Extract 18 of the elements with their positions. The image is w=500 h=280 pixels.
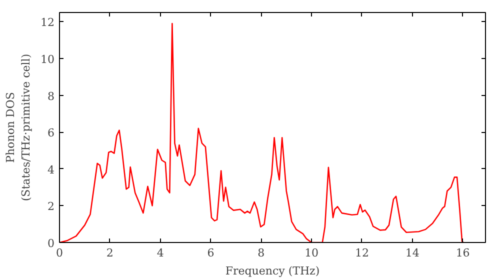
- x-tick-label: 4: [156, 246, 164, 260]
- x-tick-label: 10: [304, 246, 319, 260]
- y-tick-label: 12: [40, 16, 55, 30]
- x-tick-label: 8: [258, 246, 265, 260]
- y-tick-label: 10: [40, 53, 55, 66]
- x-tick-label: 0: [56, 246, 63, 260]
- x-tick-label: 2: [106, 246, 114, 260]
- y-tick-label: 0: [48, 237, 54, 250]
- x-tick-label: 16: [456, 246, 470, 260]
- y-tick-label: 4: [48, 163, 54, 176]
- y-tick-label: 2: [48, 200, 54, 214]
- y-axis-title: Phonon DOS (States/THz·primitive cell): [4, 54, 33, 202]
- x-tick-label: 6: [207, 246, 214, 260]
- x-axis-title: Frequency (THz): [225, 264, 320, 278]
- x-tick-label: 12: [354, 246, 369, 260]
- y-tick-label: 6: [48, 126, 54, 140]
- x-tick-label: 14: [405, 246, 420, 260]
- y-tick-label: 8: [48, 90, 54, 103]
